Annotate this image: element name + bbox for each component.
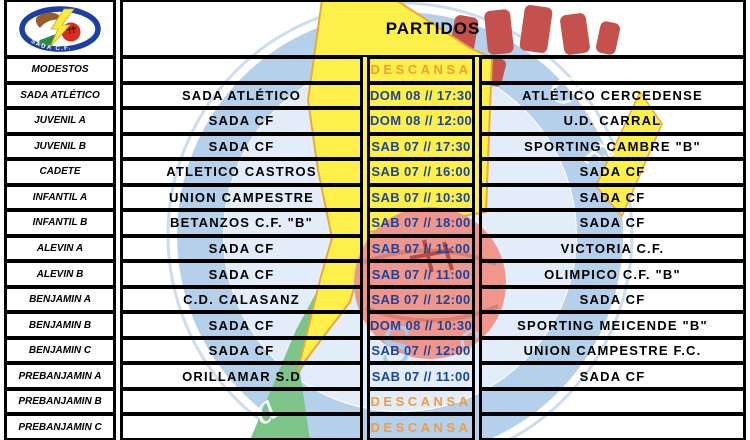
table-row: MODESTOS DESCANSA — [4, 57, 746, 83]
svg-text:S: S — [376, 316, 418, 378]
watermark-red-letters — [449, 5, 620, 87]
away-team-cell: SPORTING MEICENDE "B" — [479, 312, 746, 338]
category-cell: SADA ATLÉTICO — [4, 82, 116, 109]
schedule-cell: DOM 08 // 10:30 — [367, 312, 475, 338]
page-title: PARTIDOS — [120, 0, 746, 57]
fixtures-body: MODESTOS DESCANSA SADA ATLÉTICO SADA ATLÉTI… — [4, 57, 746, 440]
table-row: ALEVIN A SADA CF SAB 07 // 11:00 VICTORIA C… — [4, 235, 746, 262]
category-cell: PREBANJAMIN A — [4, 363, 116, 389]
club-logo: SADA C.F. — [19, 5, 101, 52]
header-row: SADA C.F. PARTIDOS — [4, 0, 746, 57]
club-logo-cell: SADA C.F. — [4, 0, 116, 57]
home-team-cell: ORILLAMAR S.D — [120, 363, 363, 389]
logo-lightning-bolt — [49, 8, 75, 47]
rest-cell: DESCANSA — [367, 57, 475, 83]
home-team-cell: UNION CAMPESTRE — [120, 184, 363, 211]
away-team-cell — [479, 388, 746, 415]
away-team-cell: U.D. CARRAL — [479, 108, 746, 134]
logo-animal-shape — [35, 12, 62, 28]
table-row: JUVENIL A SADA CF DOM 08 // 12:00 U.D. CARR… — [4, 108, 746, 134]
category-cell: ALEVIN B — [4, 261, 116, 287]
away-team-cell: OLIMPICO C.F. "B" — [479, 261, 746, 287]
home-team-cell — [120, 57, 363, 83]
table-row: SADA ATLÉTICO SADA ATLÉTICO DOM 08 // 17:3… — [4, 82, 746, 109]
home-team-cell: SADA CF — [120, 108, 363, 134]
schedule-cell: SAB 07 // 11:00 — [367, 363, 475, 389]
category-cell: INFANTIL B — [4, 210, 116, 236]
category-cell: JUVENIL A — [4, 108, 116, 134]
table-row: PREBANJAMIN B DESCANSA — [4, 388, 746, 415]
category-cell: CADETE — [4, 159, 116, 185]
schedule-cell: SAB 07 // 12:00 — [367, 337, 475, 364]
table-row: JUVENIL B SADA CF SAB 07 // 17:30 SPORTING … — [4, 133, 746, 160]
away-team-cell: SADA CF — [479, 286, 746, 313]
schedule-cell: SAB 07 // 11:00 — [367, 261, 475, 287]
schedule-cell: DOM 08 // 17:30 — [367, 82, 475, 109]
home-team-cell: SADA CF — [120, 261, 363, 287]
schedule-cell: DOM 08 // 12:00 — [367, 108, 475, 134]
home-team-cell: ATLETICO CASTROS — [120, 159, 363, 185]
table-row: ALEVIN B SADA CF SAB 07 // 11:00 OLIMPICO C… — [4, 261, 746, 287]
rest-cell: DESCANSA — [367, 388, 475, 415]
schedule-cell: SAB 07 // 12:00 — [367, 286, 475, 313]
table-row: BENJAMIN B SADA CF DOM 08 // 10:30 SPORTING… — [4, 312, 746, 338]
home-team-cell: SADA CF — [120, 133, 363, 160]
home-team-cell: SADA CF — [120, 235, 363, 262]
away-team-cell: SADA CF — [479, 184, 746, 211]
away-team-cell: SADA CF — [479, 159, 746, 185]
rest-cell: DESCANSA — [367, 414, 475, 440]
table-row: CADETE ATLETICO CASTROS SAB 07 // 16:00 SAD… — [4, 159, 746, 185]
category-cell: MODESTOS — [4, 57, 116, 83]
home-team-cell: SADA ATLÉTICO — [120, 82, 363, 109]
category-cell: PREBANJAMIN C — [4, 414, 116, 440]
schedule-cell: SAB 07 // 11:00 — [367, 235, 475, 262]
category-cell: PREBANJAMIN B — [4, 388, 116, 415]
schedule-cell: SAB 07 // 17:30 — [367, 133, 475, 160]
away-team-cell: ATLÉTICO CERCEDENSE — [479, 82, 746, 109]
category-cell: BENJAMIN A — [4, 286, 116, 313]
home-team-cell: SADA CF — [120, 337, 363, 364]
category-cell: INFANTIL A — [4, 184, 116, 211]
table-row: BENJAMIN A C.D. CALASANZ SAB 07 // 12:00 SA… — [4, 286, 746, 313]
schedule-cell: SAB 07 // 18:00 — [367, 210, 475, 236]
category-cell: ALEVIN A — [4, 235, 116, 262]
logo-football-laces — [65, 25, 77, 34]
away-team-cell: SPORTING CAMBRE "B" — [479, 133, 746, 160]
away-team-cell: UNION CAMPESTRE F.C. — [479, 337, 746, 364]
home-team-cell — [120, 414, 363, 440]
category-cell: BENJAMIN B — [4, 312, 116, 338]
home-team-cell: C.D. CALASANZ — [120, 286, 363, 313]
home-team-cell: BETANZOS C.F. "B" — [120, 210, 363, 236]
table-row: PREBANJAMIN A ORILLAMAR S.D SAB 07 // 11:0… — [4, 363, 746, 389]
category-cell: BENJAMIN C — [4, 337, 116, 364]
schedule-cell: SAB 07 // 10:30 — [367, 184, 475, 211]
table-row: INFANTIL A UNION CAMPESTRE SAB 07 // 10:30… — [4, 184, 746, 211]
away-team-cell — [479, 57, 746, 83]
away-team-cell — [479, 414, 746, 440]
away-team-cell: VICTORIA C.F. — [479, 235, 746, 262]
table-row: BENJAMIN C SADA CF SAB 07 // 12:00 UNION CA… — [4, 337, 746, 364]
home-team-cell — [120, 388, 363, 415]
home-team-cell: SADA CF — [120, 312, 363, 338]
away-team-cell: SADA CF — [479, 210, 746, 236]
football-laces — [409, 239, 454, 273]
watermark-football — [354, 207, 506, 359]
table-row: PREBANJAMIN C DESCANSA — [4, 414, 746, 440]
schedule-cell: SAB 07 // 16:00 — [367, 159, 475, 185]
away-team-cell: SADA CF — [479, 363, 746, 389]
table-row: INFANTIL B BETANZOS C.F. "B" SAB 07 // 18:… — [4, 210, 746, 236]
category-cell: JUVENIL B — [4, 133, 116, 160]
